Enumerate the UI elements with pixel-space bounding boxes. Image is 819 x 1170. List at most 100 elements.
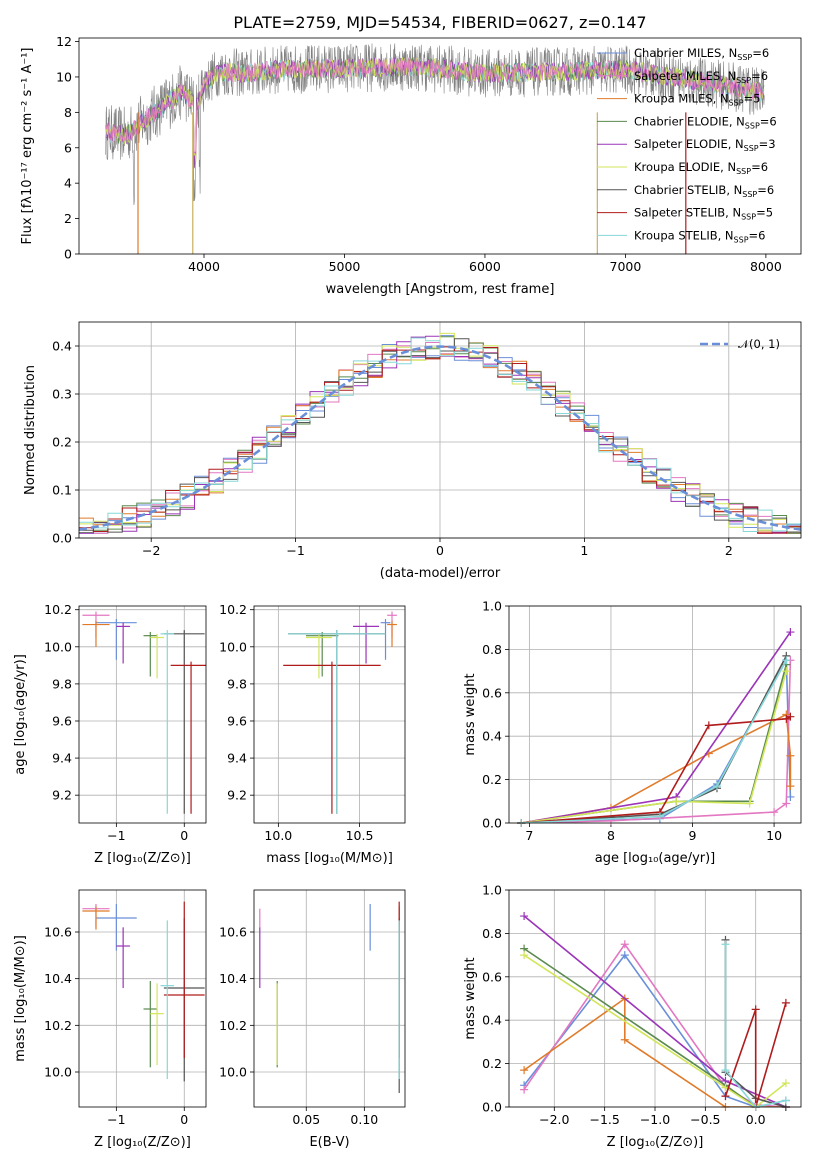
- y-tick-label: 10.2: [219, 1018, 247, 1033]
- legend-label-suffix: =6: [751, 69, 768, 83]
- legend-label-sub: SSP: [729, 99, 744, 108]
- series-marker: [520, 1066, 529, 1075]
- series-marker: [704, 721, 713, 730]
- x-tick-label: 8000: [750, 259, 782, 274]
- series-line: [521, 664, 788, 823]
- axes-frame: [78, 321, 802, 539]
- y-axis-label: mass weight: [463, 957, 478, 1039]
- legend-label-sub: SSP: [736, 167, 751, 176]
- y-tick-label: 9.8: [52, 676, 72, 691]
- y-tick-label: 0.0: [482, 1100, 502, 1115]
- x-axis-label: (data-model)/error: [380, 566, 501, 581]
- legend-label-sub: SSP: [742, 190, 757, 199]
- x-tick-label: 4000: [188, 259, 220, 274]
- chart-title: PLATE=2759, MJD=54534, FIBERID=0627, z=0…: [233, 13, 646, 32]
- y-tick-label: 0.8: [482, 642, 502, 657]
- x-tick-label: 7000: [610, 259, 642, 274]
- x-axis-label: E(B-V): [309, 1135, 349, 1150]
- panel-5: 7 8 9 10 0.0 0.2 0.4 0.6 0.8 1.0 age [log₁₀(age/yr…: [463, 599, 802, 866]
- x-tick-label: 1: [580, 543, 588, 558]
- legend-label: Salpeter STELIB, NSSP=5: [634, 206, 773, 222]
- y-tick-label: 10.6: [44, 925, 72, 940]
- y-tick-label: 10.2: [44, 602, 72, 617]
- y-tick-label: 10: [56, 69, 72, 84]
- y-tick-label: 10.2: [44, 1018, 72, 1033]
- series-marker: [786, 628, 795, 637]
- y-tick-label: 12: [56, 34, 72, 49]
- x-axis-label: Z [log₁₀(Z/Z⊙)]: [94, 1135, 191, 1150]
- y-tick-label: 10.4: [219, 971, 247, 986]
- y-axis-label: Normed distribution: [23, 365, 38, 495]
- series-line: [523, 947, 757, 1107]
- x-axis-label: Z [log₁₀(Z/Z⊙)]: [94, 851, 191, 866]
- legend-label: Salpeter MILES, NSSP=6: [634, 69, 768, 85]
- legend-label: Chabrier MILES, NSSP=6: [634, 46, 769, 62]
- y-tick-label: 10.0: [219, 1065, 247, 1080]
- x-tick-label: 0.05: [292, 1112, 320, 1127]
- x-tick-label: −0.5: [690, 1112, 720, 1127]
- x-tick-label: −2.0: [539, 1112, 569, 1127]
- x-axis-label: wavelength [Angstrom, rest frame]: [326, 282, 555, 297]
- y-axis-label: mass weight: [463, 673, 478, 755]
- x-tick-label: 5000: [329, 259, 361, 274]
- legend-label: Chabrier ELODIE, NSSP=6: [634, 114, 777, 130]
- legend-label-text: Salpeter ELODIE, N: [634, 137, 744, 151]
- legend-label: Kroupa ELODIE, NSSP=6: [634, 160, 768, 176]
- x-tick-label: 6000: [469, 259, 501, 274]
- legend-label-text: Salpeter MILES, N: [634, 69, 736, 83]
- axes-frame: [508, 605, 802, 824]
- axes-frame: [253, 605, 406, 824]
- x-tick-label: −2: [142, 543, 160, 558]
- legend-label-suffix: =5: [744, 92, 761, 106]
- axes-frame: [78, 37, 802, 255]
- series-marker: [781, 998, 790, 1007]
- series-line: [523, 954, 787, 1107]
- legend-label-suffix: =6: [760, 114, 777, 128]
- panel-3: −1 0 9.2 9.4 9.6 9.8 10.0 10.2 Z [log₁₀(Z/Z⊙)] ag…: [13, 602, 207, 866]
- axes-frame: [78, 605, 207, 824]
- legend-label-text: Salpeter STELIB, N: [634, 206, 741, 220]
- x-tick-label: 0.10: [350, 1112, 378, 1127]
- series-marker: [781, 1079, 790, 1088]
- x-tick-label: −1.5: [589, 1112, 619, 1127]
- x-tick-label: 0: [180, 828, 188, 843]
- series-marker: [751, 1005, 760, 1014]
- panel-6: −1 0 10.0 10.2 10.4 10.6 Z [log₁₀(Z/Z⊙)] mass […: [13, 889, 207, 1150]
- x-tick-label: 10: [766, 828, 782, 843]
- series-line: [521, 670, 788, 823]
- y-tick-label: 1.0: [482, 599, 502, 614]
- y-axis-label: mass [log₁₀(M/M⊙)]: [13, 935, 28, 1062]
- legend-label-sub: SSP: [741, 213, 756, 222]
- x-tick-label: −1: [286, 543, 304, 558]
- normal-curve: [79, 345, 801, 531]
- y-tick-label: 8: [64, 105, 72, 120]
- y-tick-label: 2: [64, 211, 72, 226]
- legend-label: Salpeter ELODIE, NSSP=3: [634, 137, 776, 153]
- y-tick-label: 0.6: [482, 685, 502, 700]
- series-line: [724, 1002, 787, 1107]
- y-tick-label: 9.8: [227, 676, 247, 691]
- legend-label-text: Kroupa ELODIE, N: [634, 160, 736, 174]
- y-tick-label: 0.2: [52, 435, 72, 450]
- x-axis-label: Z [log₁₀(Z/Z⊙)]: [607, 1135, 704, 1150]
- y-tick-label: 9.2: [52, 788, 72, 803]
- series-marker: [721, 940, 730, 949]
- y-tick-label: 4: [64, 176, 72, 191]
- panel-1: 4000 5000 6000 7000 8000 0 2 4 6 8 10 12 wavelength …: [20, 13, 802, 297]
- series-marker: [786, 712, 795, 721]
- series-marker: [745, 799, 754, 808]
- legend-label-suffix: =3: [759, 137, 776, 151]
- legend-label: Kroupa MILES, NSSP=5: [634, 92, 760, 108]
- legend-label-text: Chabrier MILES, N: [634, 46, 737, 60]
- legend-label-text: Chabrier STELIB, N: [634, 183, 742, 197]
- y-tick-label: 10.0: [219, 639, 247, 654]
- y-tick-label: 0.1: [52, 483, 72, 498]
- y-tick-label: 9.2: [227, 788, 247, 803]
- series-line: [521, 655, 788, 823]
- x-tick-label: 10.0: [264, 828, 292, 843]
- series-marker: [786, 792, 795, 801]
- x-tick-label: −1.0: [640, 1112, 670, 1127]
- y-tick-label: 10.2: [219, 602, 247, 617]
- legend-label-text: Kroupa STELIB, N: [634, 228, 734, 242]
